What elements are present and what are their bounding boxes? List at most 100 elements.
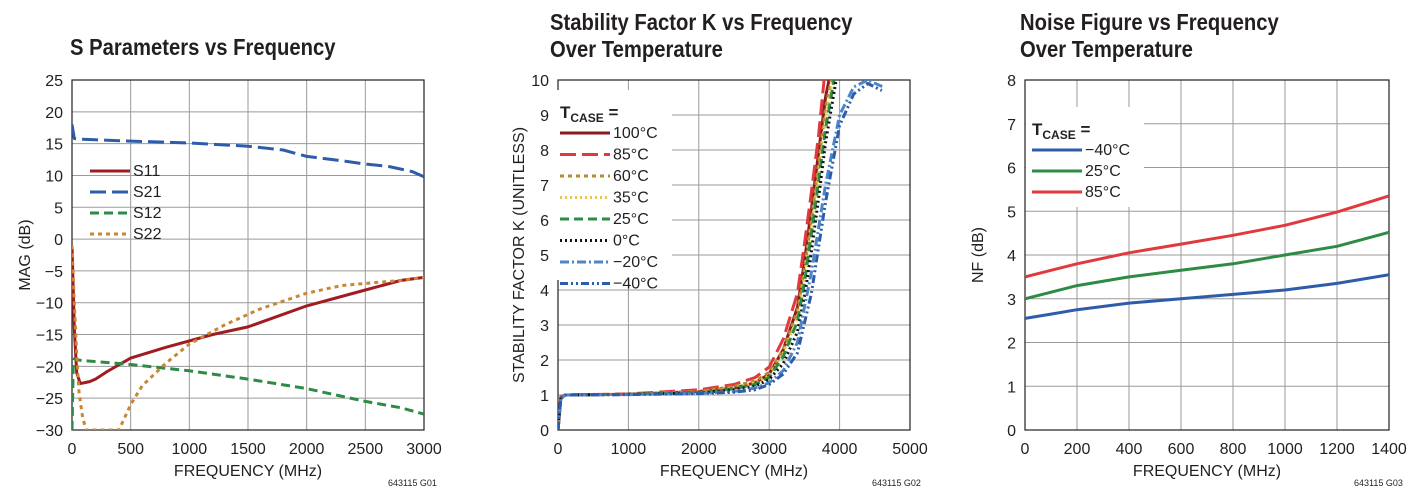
y-tick-label: −25 — [36, 391, 63, 408]
y-tick-label: 6 — [540, 213, 549, 230]
legend-label: 85°C — [613, 147, 649, 164]
legend-label: −40°C — [613, 276, 658, 293]
x-tick-label: 2500 — [348, 441, 384, 458]
chart-panel-s-parameters: S Parameters vs Frequency 0 500 1000 1500 20… — [0, 0, 460, 498]
x-axis-label: FREQUENCY (MHz) — [1133, 463, 1281, 480]
series-group — [558, 80, 884, 430]
x-tick-label: 3000 — [751, 441, 787, 458]
y-tick-label: 8 — [540, 143, 549, 160]
x-tick-label: 600 — [1168, 441, 1195, 458]
legend-title: TCASE = — [1032, 120, 1090, 142]
x-tick-label: 200 — [1064, 441, 1091, 458]
x-tick-label: 0 — [68, 441, 77, 458]
x-tick-label: 1000 — [172, 441, 208, 458]
x-axis-label: FREQUENCY (MHz) — [660, 463, 808, 480]
series-line-1 — [1025, 230, 1389, 301]
legend-label: 85°C — [1085, 184, 1121, 201]
noise-figure-chart: 0 200 400 600 800 1000 1200 1400 0 1 2 3 4 5 6 7 8 FREQUE… — [970, 73, 1407, 480]
y-tick-label: −20 — [36, 359, 63, 376]
figure-id: 643115 G03 — [1354, 478, 1403, 488]
legend: TCASE =100°C 85°C 60°C 35°C 25°C 0°C −20°C −40°… — [554, 90, 672, 293]
y-tick-label: 2 — [540, 353, 549, 370]
y-tick-label: 5 — [540, 248, 549, 265]
y-tick-label: 6 — [1007, 161, 1016, 178]
legend-background — [554, 90, 672, 280]
y-tick-label: 8 — [1007, 73, 1016, 90]
x-tick-label: 0 — [1021, 441, 1030, 458]
y-tick-label: 0 — [1007, 423, 1016, 440]
legend-label: S12 — [133, 205, 162, 222]
y-tick-label: 3 — [1007, 292, 1016, 309]
chart-panel-noise-figure: Noise Figure vs Frequency Over Temperatu… — [950, 0, 1408, 498]
series-line-2 — [72, 357, 424, 430]
series-line-5 — [558, 80, 838, 430]
x-tick-label: 0 — [554, 441, 563, 458]
x-tick-label: 1500 — [230, 441, 266, 458]
x-tick-label: 1000 — [1267, 441, 1303, 458]
y-tick-label: 0 — [540, 423, 549, 440]
series-line-7 — [558, 82, 883, 430]
y-tick-label: 25 — [45, 73, 63, 90]
legend-label: 0°C — [613, 233, 640, 250]
y-axis-label: STABILITY FACTOR K (UNITLESS) — [511, 127, 528, 383]
chart-title-line-1: Noise Figure vs Frequency — [1020, 9, 1279, 35]
y-tick-label: −10 — [36, 296, 63, 313]
x-tick-label: 1400 — [1371, 441, 1407, 458]
figure-id: 643115 G01 — [388, 478, 437, 488]
series-line-3 — [72, 245, 424, 430]
y-tick-label: 7 — [540, 178, 549, 195]
legend-label: 25°C — [1085, 163, 1121, 180]
y-tick-label: 3 — [540, 318, 549, 335]
y-tick-label: 0 — [54, 232, 63, 249]
y-tick-label: 15 — [45, 137, 63, 154]
y-tick-label: −5 — [45, 264, 63, 281]
legend-label: 60°C — [613, 168, 649, 185]
y-tick-label: 7 — [1007, 117, 1016, 134]
x-tick-label: 3000 — [406, 441, 442, 458]
x-tick-label: 2000 — [681, 441, 717, 458]
legend-label: −20°C — [613, 254, 658, 271]
y-tick-label: 10 — [531, 73, 549, 90]
legend-background — [1026, 107, 1144, 207]
x-tick-label: 500 — [117, 441, 144, 458]
s-parameters-chart: 0 500 1000 1500 2000 2500 3000 −30 −25 −20 −15 −10 −… — [17, 73, 442, 480]
legend-title: TCASE = — [560, 103, 618, 125]
legend-label: 25°C — [613, 211, 649, 228]
legend-label: S21 — [133, 184, 162, 201]
chart-title: Stability Factor K vs Frequency Over Tem… — [550, 9, 853, 63]
x-axis-label: FREQUENCY (MHz) — [174, 463, 322, 480]
y-axis-label: MAG (dB) — [17, 219, 34, 290]
chart-title-line-2: Over Temperature — [550, 36, 723, 62]
x-tick-label: 2000 — [289, 441, 325, 458]
series-group — [1025, 194, 1389, 320]
y-tick-label: 1 — [540, 388, 549, 405]
stability-factor-chart: 0 1000 2000 3000 4000 5000 0 1 2 3 4 5 6 7 8 9 10 FREQUEN… — [511, 73, 928, 480]
x-tick-label: 4000 — [822, 441, 858, 458]
y-tick-label: 4 — [540, 283, 549, 300]
x-tick-label: 1200 — [1319, 441, 1355, 458]
y-tick-label: 1 — [1007, 379, 1016, 396]
legend: TCASE =−40°C 25°C 85°C — [1026, 107, 1144, 207]
y-tick-label: 10 — [45, 168, 63, 185]
y-tick-label: −30 — [36, 423, 63, 440]
x-tick-label: 5000 — [892, 441, 928, 458]
y-tick-label: 5 — [54, 200, 63, 217]
figure-id: 643115 G02 — [872, 478, 921, 488]
chart-panel-stability-factor: Stability Factor K vs Frequency Over Tem… — [470, 0, 930, 498]
y-tick-label: 5 — [1007, 204, 1016, 221]
grid — [71, 79, 425, 431]
x-tick-label: 800 — [1220, 441, 1247, 458]
y-tick-label: 20 — [45, 105, 63, 122]
series-line-1 — [72, 124, 424, 179]
series-group — [72, 124, 424, 430]
series-line-0 — [1025, 273, 1389, 320]
chart-title: S Parameters vs Frequency — [70, 34, 336, 60]
legend-label: 35°C — [613, 190, 649, 207]
chart-title-line-1: Stability Factor K vs Frequency — [550, 9, 853, 35]
legend-label: S11 — [133, 163, 160, 180]
x-tick-label: 1000 — [611, 441, 647, 458]
plot-frame — [1024, 79, 1390, 431]
y-tick-label: 2 — [1007, 336, 1016, 353]
x-tick-label: 400 — [1116, 441, 1143, 458]
legend: S11 S21 S12 S22 — [90, 163, 162, 243]
